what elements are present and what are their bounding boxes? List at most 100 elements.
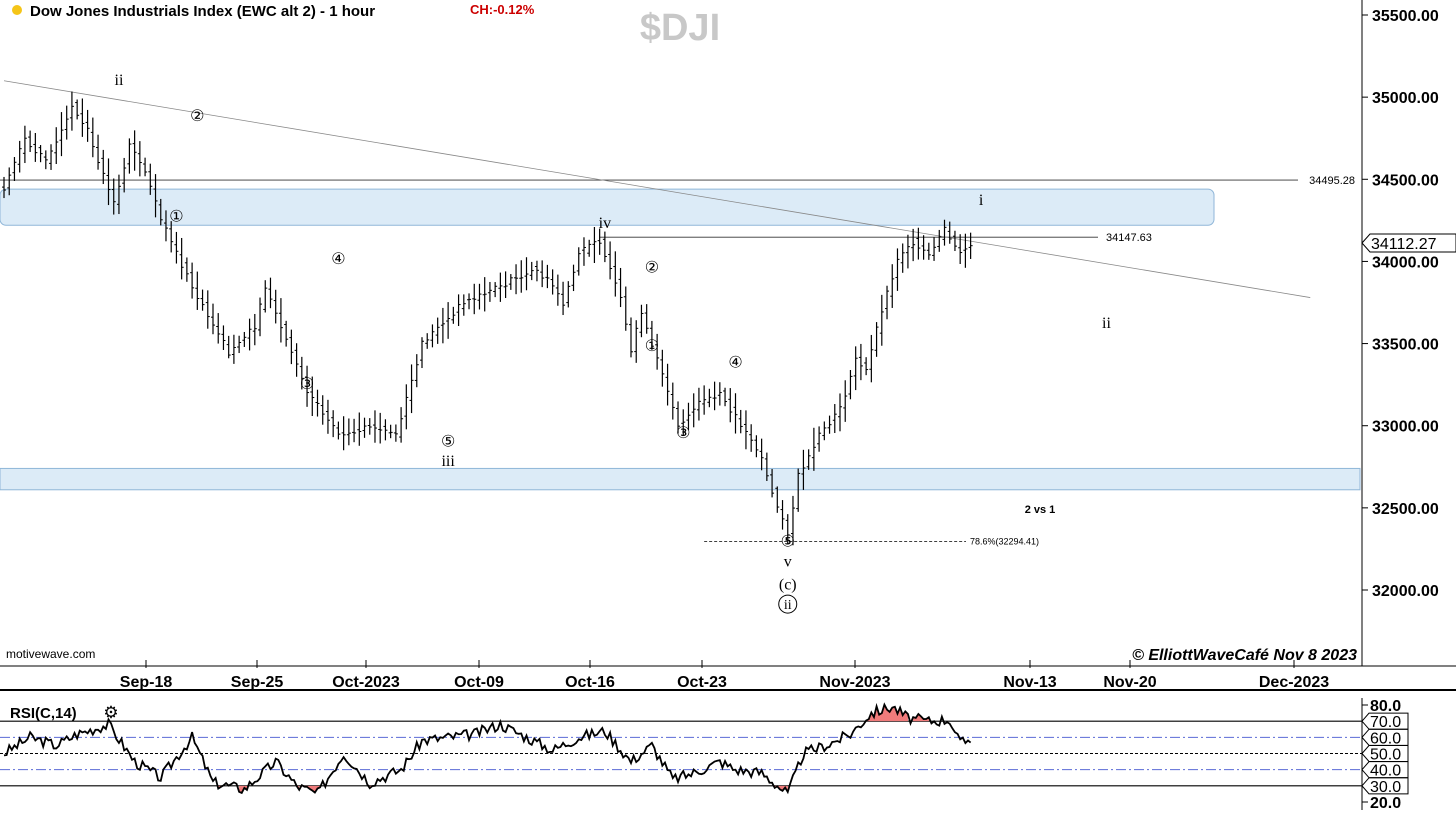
ohlc-bar bbox=[566, 281, 571, 308]
ohlc-bar bbox=[963, 233, 968, 268]
ohlc-bar bbox=[937, 229, 942, 252]
wave-label: ① bbox=[645, 338, 659, 355]
ohlc-bar bbox=[728, 388, 733, 423]
svg-text:④: ④ bbox=[331, 251, 345, 268]
ohlc-bar bbox=[926, 242, 931, 260]
copyright-label: © ElliottWaveCafé Nov 8 2023 bbox=[1132, 647, 1357, 664]
wave-label: ii bbox=[778, 594, 798, 614]
ohlc-bar bbox=[383, 419, 388, 441]
svg-text:②: ② bbox=[190, 108, 204, 125]
change-label: CH:-0.12% bbox=[470, 2, 535, 17]
rsi-axis-flag bbox=[1361, 728, 1409, 746]
ohlc-bar bbox=[33, 133, 38, 162]
ohlc-bar bbox=[602, 231, 607, 263]
ohlc-bar bbox=[435, 317, 440, 344]
ohlc-bar bbox=[958, 234, 963, 265]
ohlc-bar bbox=[372, 410, 377, 443]
price-axis-label: 34500.00 bbox=[1372, 172, 1439, 189]
ohlc-bar bbox=[221, 325, 226, 350]
ohlc-bar bbox=[143, 157, 148, 177]
ohlc-bar bbox=[7, 167, 12, 196]
ohlc-bar bbox=[404, 384, 409, 430]
ohlc-bar bbox=[17, 140, 22, 173]
ohlc-bar bbox=[346, 418, 351, 446]
ohlc-bar bbox=[49, 144, 54, 170]
wave-label: (c) bbox=[779, 576, 797, 593]
ohlc-bar bbox=[592, 226, 597, 264]
rsi-line bbox=[3, 702, 972, 795]
wave-label: ① bbox=[169, 208, 183, 225]
wave-label: ii bbox=[115, 72, 124, 89]
ohlc-bar bbox=[885, 285, 890, 320]
wave-label: v bbox=[784, 553, 792, 570]
ohlc-bar bbox=[59, 112, 64, 157]
ohlc-bar bbox=[247, 318, 252, 351]
ohlc-bar bbox=[190, 262, 195, 299]
zones-layer bbox=[0, 188, 1361, 491]
ohlc-bar bbox=[284, 320, 289, 347]
ohlc-bar bbox=[623, 286, 628, 331]
ohlc-bar bbox=[655, 333, 660, 370]
gear-icon[interactable]: ⚙ bbox=[103, 703, 118, 722]
ohlc-bar bbox=[608, 241, 613, 280]
ohlc-bar bbox=[634, 320, 639, 363]
ohlc-bar bbox=[629, 317, 633, 358]
ohlc-bar bbox=[644, 304, 649, 334]
time-axis-label: Sep-25 bbox=[231, 674, 284, 691]
ohlc-bar bbox=[853, 346, 858, 391]
ohlc-bar bbox=[743, 410, 748, 450]
ohlc-bar bbox=[905, 234, 910, 269]
wave-label: ③ bbox=[300, 376, 314, 393]
svg-text:①: ① bbox=[169, 208, 183, 225]
ohlc-bar bbox=[707, 388, 712, 408]
ohlc-bar bbox=[864, 357, 869, 376]
time-axis-label: Nov-20 bbox=[1103, 674, 1156, 691]
ohlc-bar bbox=[555, 274, 560, 306]
ohlc-bar bbox=[519, 260, 524, 293]
ohlc-bar bbox=[890, 264, 895, 308]
ohlc-bar bbox=[550, 269, 555, 295]
wave-label: ⑤ bbox=[441, 433, 455, 450]
levels-layer: 34495.28 34147.63 78.6%(32294.41) 2 vs 1 bbox=[0, 80, 1355, 547]
price-axis-label: 34000.00 bbox=[1372, 254, 1439, 271]
ohlc-bar bbox=[571, 264, 576, 292]
price-axis-label: 35500.00 bbox=[1372, 8, 1439, 25]
ohlc-bar bbox=[132, 130, 137, 171]
ohlc-bar bbox=[315, 389, 320, 417]
ohlc-bar bbox=[289, 329, 294, 365]
svg-text:i: i bbox=[979, 192, 984, 209]
ohlc-bar bbox=[122, 157, 127, 193]
ohlc-bar bbox=[811, 427, 816, 471]
ohlc-bar bbox=[712, 381, 717, 411]
ohlc-bar bbox=[205, 290, 210, 329]
rsi-panel: RSI(C,14) ⚙ 80.070.060.050.040.030.020.0 bbox=[0, 698, 1409, 812]
rsi-axis-label: 30.0 bbox=[1370, 779, 1401, 796]
ohlc-bar bbox=[764, 452, 769, 481]
ohlc-bar bbox=[137, 141, 142, 177]
ohlc-bar bbox=[508, 274, 513, 290]
svg-text:iii: iii bbox=[441, 453, 455, 470]
ohlc-bar bbox=[759, 438, 764, 471]
ohlc-bar bbox=[472, 283, 477, 315]
svg-text:①: ① bbox=[645, 338, 659, 355]
ohlc-bar bbox=[790, 495, 795, 546]
ohlc-bar bbox=[12, 157, 17, 182]
ohlc-bar bbox=[796, 468, 801, 512]
status-dot bbox=[12, 5, 22, 15]
ohlc-bar bbox=[362, 417, 367, 438]
ohlc-bar bbox=[195, 271, 200, 310]
ohlc-bar bbox=[22, 125, 27, 164]
wave-label: ③ bbox=[676, 425, 690, 442]
ohlc-bar bbox=[331, 410, 336, 438]
ohlc-bar bbox=[947, 221, 952, 244]
ohlc-bar bbox=[399, 407, 404, 443]
ohlc-bar bbox=[69, 91, 74, 131]
last-price-flag bbox=[1361, 233, 1456, 253]
svg-text:②: ② bbox=[645, 259, 659, 276]
wave-label: ④ bbox=[728, 355, 742, 372]
ohlc-bar bbox=[461, 294, 466, 316]
svg-text:iv: iv bbox=[599, 215, 611, 232]
time-axis-label: Sep-18 bbox=[120, 674, 173, 691]
